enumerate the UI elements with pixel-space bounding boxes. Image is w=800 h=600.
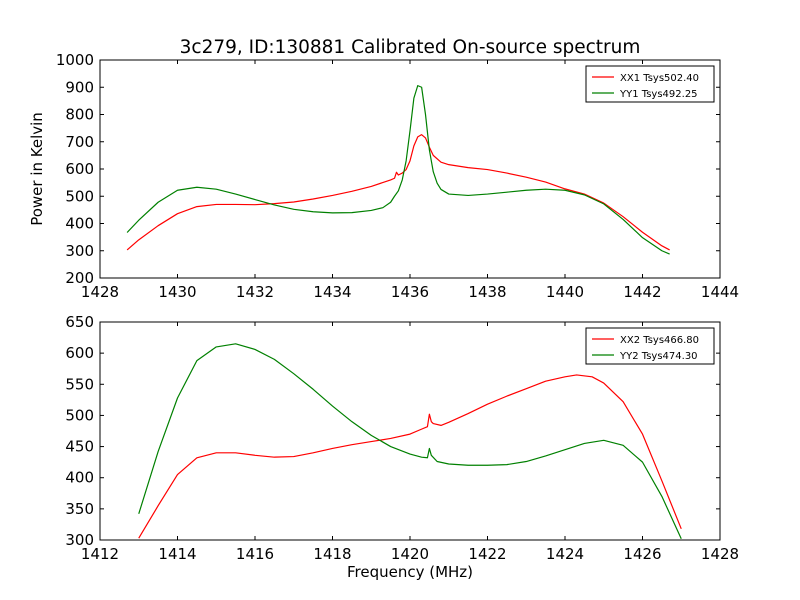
x-tick-label: 1428	[701, 545, 739, 563]
x-tick-label: 1424	[546, 545, 584, 563]
legend-box	[585, 65, 715, 103]
x-tick-label: 1414	[158, 545, 196, 563]
y-tick-label: 500	[65, 187, 94, 205]
top-panel: 1428 1430 1432 1434 1436 1438 1440 1442 1444 200 3…	[28, 51, 739, 301]
legend-entry-label: YY1 Tsys492.25	[619, 89, 698, 100]
y-tick-label: 450	[65, 438, 94, 456]
y-tick-label: 800	[65, 106, 94, 124]
y-tick-label: 400	[65, 469, 94, 487]
y-tick-label: 300	[65, 531, 94, 549]
series-line-yy	[126, 85, 670, 255]
y-tick-label: 300	[65, 242, 94, 260]
y-tick-label: 1000	[56, 51, 94, 69]
y-axis-label: Power in Kelvin	[28, 112, 46, 226]
x-tick-label: 1418	[313, 545, 351, 563]
y-tick-label: 350	[65, 500, 94, 518]
y-tick-label: 900	[65, 78, 94, 96]
x-tick-label: 1420	[391, 545, 429, 563]
x-tick-label: 1430	[158, 283, 196, 301]
legend-entry-label: XX1 Tsys502.40	[620, 73, 699, 84]
series-line-xx	[138, 374, 682, 539]
x-axis-label: Frequency (MHz)	[347, 563, 473, 581]
legend: XX1 Tsys502.40 YY1 Tsys492.25	[585, 65, 715, 103]
y-tick-label: 200	[65, 269, 94, 287]
x-tick-label: 1438	[468, 283, 506, 301]
series-line-yy	[138, 343, 682, 539]
x-tick-label: 1442	[623, 283, 661, 301]
x-tick-label: 1412	[81, 545, 119, 563]
x-tick-label: 1416	[236, 545, 274, 563]
y-tick-label: 600	[65, 160, 94, 178]
y-tick-label: 700	[65, 133, 94, 151]
y-tick-label: 650	[65, 313, 94, 331]
legend: XX2 Tsys466.80 YY2 Tsys474.30	[585, 327, 715, 365]
chart-title: 3c279, ID:130881 Calibrated On-source sp…	[180, 37, 641, 58]
legend-entry-label: YY2 Tsys474.30	[619, 351, 698, 362]
y-tick-label: 500	[65, 406, 94, 424]
x-tick-label: 1422	[468, 545, 506, 563]
bottom-panel: 1412 1414 1416 1418 1420 1422 1424 1426 1428 300 3…	[65, 313, 739, 581]
legend-entry-label: XX2 Tsys466.80	[620, 335, 699, 346]
x-tick-label: 1426	[623, 545, 661, 563]
x-tick-label: 1436	[391, 283, 429, 301]
x-tick-label: 1434	[313, 283, 351, 301]
x-tick-label: 1432	[236, 283, 274, 301]
series-line-xx	[126, 134, 670, 251]
legend-box	[585, 327, 715, 365]
x-tick-label: 1440	[546, 283, 584, 301]
x-tick-label: 1428	[81, 283, 119, 301]
x-tick-label: 1444	[701, 283, 739, 301]
y-tick-label: 600	[65, 344, 94, 362]
y-tick-label: 400	[65, 215, 94, 233]
y-tick-label: 550	[65, 375, 94, 393]
